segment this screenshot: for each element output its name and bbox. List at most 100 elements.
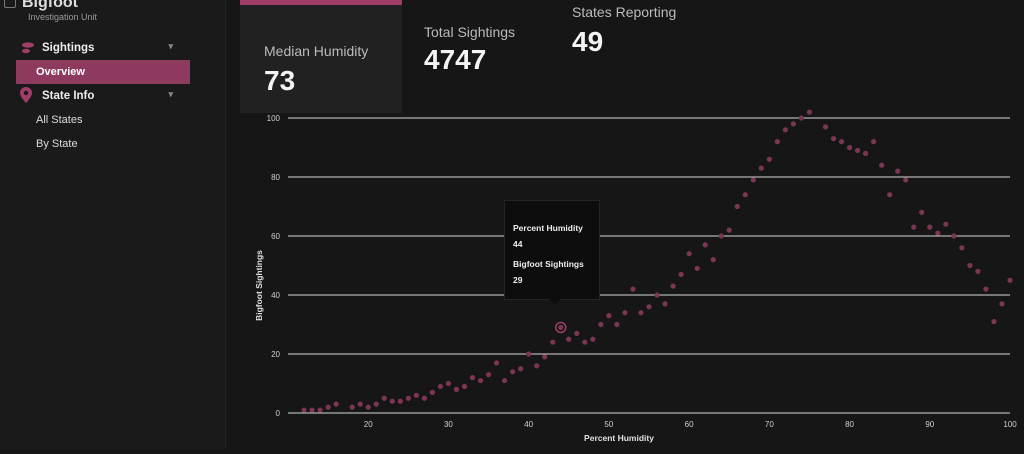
data-point <box>838 139 845 145</box>
data-point <box>919 209 925 215</box>
data-point <box>373 401 379 407</box>
data-point <box>550 339 556 345</box>
chart-tooltip: Percent Humidity 44 Bigfoot Sightings 29 <box>504 200 600 305</box>
tooltip-x-label: Percent Humidity <box>513 223 583 233</box>
data-point <box>405 395 411 401</box>
y-tick-label: 100 <box>267 114 281 123</box>
y-tick-label: 0 <box>276 409 281 418</box>
data-point <box>445 380 452 387</box>
kpi-value: 73 <box>264 65 296 96</box>
data-point <box>606 313 612 319</box>
data-point <box>542 354 548 360</box>
data-point <box>943 221 949 227</box>
data-point <box>598 321 604 328</box>
sidebar-group-state-info[interactable]: State Info ▾ <box>0 84 225 108</box>
data-point <box>766 156 772 162</box>
data-point <box>638 310 644 316</box>
data-point <box>429 389 435 395</box>
data-point <box>349 404 355 410</box>
data-point <box>863 150 869 156</box>
kpi-total-sightings[interactable]: Total Sightings 4747 <box>410 0 570 108</box>
data-point <box>502 377 508 384</box>
data-point <box>846 144 853 151</box>
logo-icon <box>4 0 16 8</box>
data-point <box>381 395 387 401</box>
tooltip-y-value: 29 <box>513 275 523 285</box>
data-point <box>686 251 692 257</box>
y-axis-label: Bigfoot Sightings <box>254 250 264 321</box>
data-point <box>798 115 805 121</box>
data-point <box>526 351 532 357</box>
data-point <box>397 398 403 404</box>
data-point <box>301 407 307 413</box>
main-content: Median Humidity 73 Total Sightings 4747 … <box>240 0 1024 449</box>
kpi-label: States Reporting <box>572 4 677 20</box>
kpi-value: 4747 <box>424 44 487 75</box>
data-point <box>654 292 660 298</box>
data-point <box>317 407 323 413</box>
x-tick-label: 80 <box>845 420 854 429</box>
y-tick-label: 20 <box>271 350 280 359</box>
x-tick-label: 90 <box>925 420 934 429</box>
data-point <box>622 310 628 316</box>
tooltip-x-value: 44 <box>513 239 523 249</box>
data-point <box>670 283 676 289</box>
kpi-median-humidity[interactable]: Median Humidity 73 <box>240 0 402 113</box>
data-point <box>718 233 724 239</box>
data-point <box>534 363 540 369</box>
data-point <box>485 372 492 378</box>
app-title: Bigfoot <box>22 0 78 11</box>
kpi-value: 49 <box>572 26 604 57</box>
sidebar-item-overview[interactable]: Overview <box>16 60 190 84</box>
chevron-down-icon[interactable]: ▾ <box>168 41 173 51</box>
data-point <box>911 224 917 230</box>
kpi-states-reporting[interactable]: States Reporting 49 <box>570 0 750 108</box>
data-point <box>983 286 989 292</box>
kpi-label: Total Sightings <box>424 24 516 40</box>
data-point <box>694 265 700 272</box>
x-tick-label: 20 <box>364 420 373 429</box>
sidebar-item-all-states[interactable]: All States <box>36 114 83 126</box>
y-tick-label: 60 <box>271 232 280 241</box>
scatter-chart: 0 20 40 60 80 100 20 30 40 50 60 70 80 90 100 Percent H… <box>240 100 1024 449</box>
x-tick-label: 60 <box>685 420 694 429</box>
data-point <box>854 147 861 154</box>
data-point <box>558 324 564 331</box>
data-point <box>903 177 909 183</box>
y-tick-label: 40 <box>271 291 280 300</box>
x-tick-label: 40 <box>524 420 533 429</box>
app-subtitle: Investigation Unit <box>28 12 98 22</box>
data-point <box>469 375 476 381</box>
data-point <box>758 165 764 171</box>
data-point <box>999 301 1005 307</box>
sidebar-group-label: State Info <box>42 90 95 102</box>
map-pin-icon <box>20 87 32 103</box>
data-point <box>582 339 588 345</box>
data-point <box>421 395 427 401</box>
data-point <box>566 336 572 342</box>
data-point <box>951 233 957 239</box>
data-point <box>590 336 596 342</box>
data-point <box>935 230 941 236</box>
data-point <box>806 109 813 115</box>
x-tick-label: 50 <box>604 420 613 429</box>
data-point <box>325 404 331 410</box>
data-point <box>630 286 636 292</box>
data-point <box>822 124 829 130</box>
data-point <box>614 321 620 328</box>
x-tick-label: 30 <box>444 420 453 429</box>
sidebar-group-sightings[interactable]: Sightings ▾ <box>0 36 225 60</box>
data-point <box>790 121 797 127</box>
sidebar-item-by-state[interactable]: By State <box>36 138 78 150</box>
data-point <box>493 360 500 366</box>
data-point <box>574 330 580 336</box>
data-point <box>830 136 837 142</box>
data-point <box>887 192 893 198</box>
brand: Bigfoot Investigation Unit <box>4 0 98 22</box>
data-point <box>782 127 788 133</box>
data-point <box>871 139 877 145</box>
data-point <box>510 369 516 375</box>
chevron-down-icon[interactable]: ▾ <box>168 89 173 99</box>
data-point <box>879 162 885 168</box>
data-point <box>702 242 708 248</box>
